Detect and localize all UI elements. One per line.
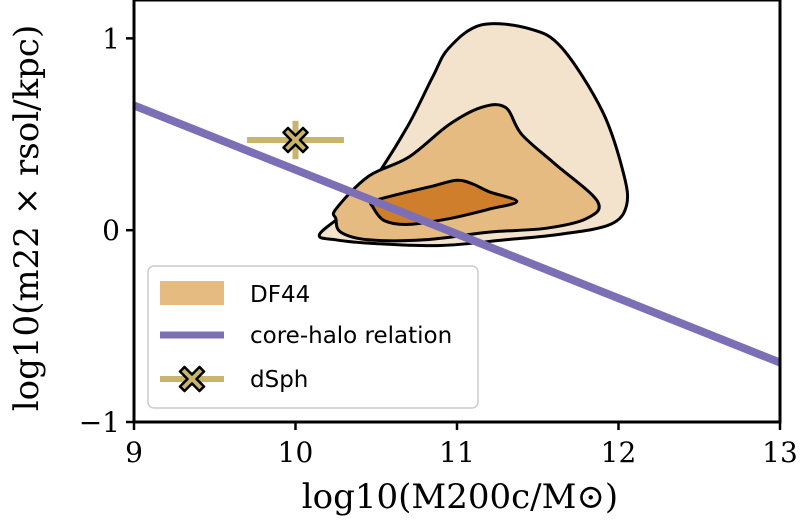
core-halo-relation-line <box>134 101 780 367</box>
y-axis-title: log10(m22 × rsol/kpc) <box>7 25 47 411</box>
legend-dsph-marker <box>178 365 206 393</box>
df44-contours <box>317 22 630 248</box>
legend-df44-label: DF44 <box>250 282 310 308</box>
x-tick-label: 12 <box>601 436 637 469</box>
x-tick-label: 9 <box>125 436 143 469</box>
x-axis-title: log10(M200c/M⊙) <box>302 477 618 517</box>
y-tick-label: −1 <box>79 406 120 439</box>
dsph-errorbar <box>247 120 344 160</box>
x-tick-label: 11 <box>439 436 475 469</box>
legend-core-halo-label: core-halo relation <box>250 323 452 349</box>
y-tick-label: 1 <box>102 22 120 55</box>
y-axis-ticks: −1 0 1 <box>79 22 134 439</box>
legend: DF44 core-halo relation dSph <box>147 265 479 409</box>
dsph-x-marker <box>282 126 309 154</box>
legend-df44-swatch <box>160 281 224 305</box>
x-tick-label: 13 <box>762 436 798 469</box>
legend-dsph-label: dSph <box>250 367 308 393</box>
legend-box <box>147 265 479 409</box>
x-tick-label: 10 <box>278 436 314 469</box>
y-tick-label: 0 <box>102 214 120 247</box>
x-axis-ticks: 9 10 11 12 13 <box>125 422 798 469</box>
